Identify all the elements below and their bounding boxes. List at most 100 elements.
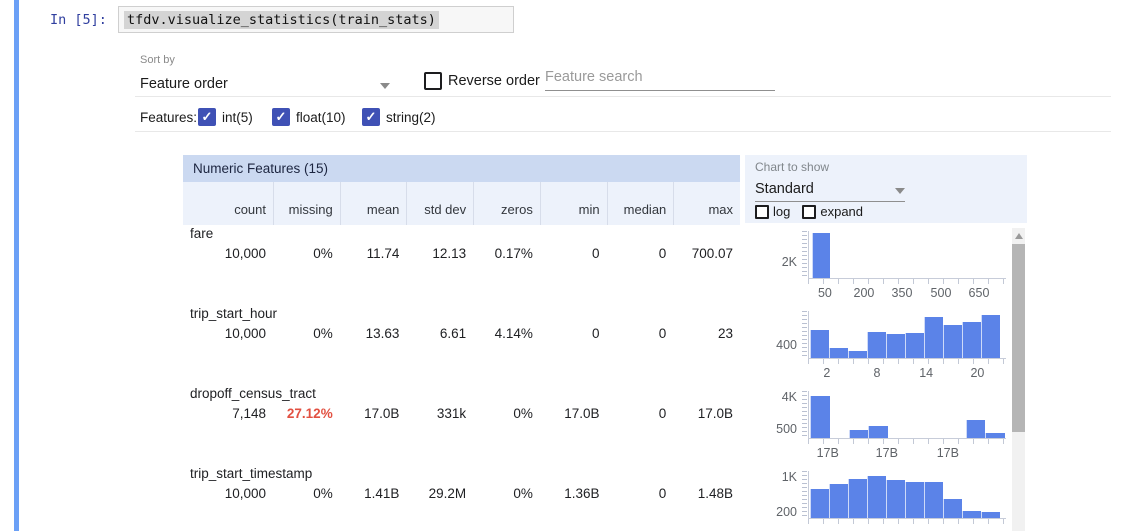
- chart-type-select[interactable]: Standard: [755, 175, 905, 202]
- histogram-fare: 2K 50 200 350 500 650: [745, 227, 1027, 307]
- scrollbar-thumb[interactable]: [1012, 244, 1025, 432]
- feature-row-trip_start_hour: trip_start_hour 10,000 0% 13.63 6.61 4.14% 0 0 2…: [183, 306, 740, 386]
- histogram-bar: [943, 325, 963, 358]
- histogram-bar: [886, 334, 906, 358]
- column-header-max: max: [673, 182, 740, 225]
- x-axis-label: 17B: [875, 446, 898, 460]
- y-axis-ticks: [802, 471, 807, 518]
- x-axis-ticks: [808, 359, 1005, 364]
- stat-median: 0: [658, 326, 667, 341]
- log-checkbox[interactable]: [755, 204, 769, 219]
- x-axis-label: 200: [853, 286, 875, 300]
- feature-search-input[interactable]: [545, 69, 775, 91]
- stat-count: 10,000: [224, 486, 266, 501]
- column-header-std-dev: std dev: [406, 182, 473, 225]
- histogram-bar: [828, 348, 848, 358]
- checkbox-checked-icon: ✓: [362, 108, 380, 126]
- histogram-bar: [905, 333, 925, 358]
- sort-by-select[interactable]: Feature order: [140, 68, 390, 97]
- expand-checkbox[interactable]: [802, 204, 817, 219]
- chevron-down-icon: [895, 188, 905, 194]
- y-axis-label: 500: [776, 422, 797, 437]
- x-axis-label: 17B: [816, 446, 839, 460]
- feature-name: dropoff_census_tract: [190, 386, 316, 401]
- histogram-plot: [808, 311, 1006, 359]
- y-axis-label: 4K: [781, 390, 797, 405]
- scroll-up-icon[interactable]: [1014, 233, 1023, 239]
- histogram-bar: [886, 479, 906, 518]
- stat-mean: 1.41B: [364, 486, 400, 501]
- feature-type-checkbox-float[interactable]: ✓ float(10): [272, 108, 346, 126]
- histogram-plot: [808, 391, 1006, 439]
- histogram-bar: [962, 510, 982, 518]
- stat-min: 0: [592, 246, 600, 261]
- histogram-bar: [809, 488, 829, 518]
- y-axis-label: 2K: [781, 255, 797, 270]
- column-header-min: min: [539, 182, 607, 225]
- y-axis-ticks: [802, 391, 807, 438]
- histogram-trip_start_hour: 400 2 8 14 20: [745, 307, 1027, 387]
- stat-std-dev: 29.2M: [428, 486, 467, 501]
- stat-missing: 0%: [313, 486, 333, 501]
- chart-to-show-panel: Chart to show Standard log expand: [745, 155, 1027, 223]
- feature-type-checkbox-string[interactable]: ✓ string(2): [362, 108, 436, 126]
- stat-zeros: 4.14%: [494, 326, 533, 341]
- selected-cell-indicator-bar: [14, 0, 19, 531]
- stat-min: 17.0B: [564, 406, 600, 421]
- sort-by-label: Sort by: [140, 54, 175, 66]
- chart-type-value: Standard: [755, 181, 814, 197]
- stat-mean: 13.63: [365, 326, 400, 341]
- chevron-down-icon: [380, 83, 390, 89]
- code-input[interactable]: tfdv.visualize_statistics(train_stats): [118, 6, 514, 33]
- x-axis-label: 500: [930, 286, 952, 300]
- feature-name: trip_start_hour: [190, 306, 278, 321]
- stat-count: 10,000: [224, 246, 266, 261]
- feature-row-trip_start_timestamp: trip_start_timestamp 10,000 0% 1.41B 29.2M 0%…: [183, 466, 740, 531]
- stat-count: 7,148: [232, 406, 266, 421]
- cell-prompt: In [5]:: [50, 12, 107, 28]
- numeric-features-title: Numeric Features (15): [183, 155, 740, 182]
- reverse-order-label: Reverse order: [448, 73, 540, 89]
- column-header-zeros: zeros: [473, 182, 540, 225]
- stat-missing: 0%: [313, 246, 333, 261]
- feature-stats: 10,000 0% 11.74 12.13 0.17% 0 0 700.07: [183, 246, 740, 261]
- column-header-missing: missing: [273, 182, 340, 225]
- histogram-plot: [808, 471, 1006, 519]
- code-text: tfdv.visualize_statistics(train_stats): [124, 10, 439, 29]
- feature-type-label: int(5): [222, 109, 253, 125]
- feature-name: fare: [190, 226, 214, 241]
- stat-mean: 17.0B: [364, 406, 400, 421]
- stat-median: 0: [658, 486, 667, 501]
- x-axis-label: 650: [968, 286, 990, 300]
- expand-label: expand: [820, 204, 864, 219]
- stat-max: 17.0B: [697, 406, 733, 421]
- checkbox-checked-icon: ✓: [272, 108, 290, 126]
- histogram-bar: [966, 420, 985, 438]
- separator: [135, 96, 1111, 97]
- feature-type-checkbox-int[interactable]: ✓ int(5): [198, 108, 253, 126]
- charts-scrollbar[interactable]: [1012, 228, 1025, 531]
- reverse-order-checkbox[interactable]: [424, 72, 442, 90]
- x-axis-label: 20: [970, 366, 985, 380]
- feature-stats: 10,000 0% 1.41B 29.2M 0% 1.36B 0 1.48B: [183, 486, 740, 501]
- stat-max: 1.48B: [697, 486, 733, 501]
- stat-missing: 0%: [313, 326, 333, 341]
- histogram-bar: [867, 476, 887, 518]
- histogram-bar: [981, 511, 1001, 518]
- histogram-bar: [981, 315, 1001, 358]
- log-label: log: [773, 204, 791, 219]
- x-axis-label: 350: [891, 286, 913, 300]
- x-axis-ticks: [808, 439, 1005, 444]
- stat-max: 700.07: [691, 246, 733, 261]
- x-axis-label: 2: [823, 366, 831, 380]
- histogram-bar: [809, 396, 830, 438]
- stat-median: 0: [658, 406, 667, 421]
- stat-median: 0: [658, 246, 667, 261]
- histogram-bar: [943, 499, 963, 518]
- sort-by-value: Feature order: [140, 76, 228, 92]
- histogram-bar: [905, 481, 925, 518]
- x-axis-ticks: [808, 279, 1005, 284]
- stat-zeros: 0%: [513, 406, 533, 421]
- separator: [135, 131, 1111, 132]
- histogram-bar: [868, 426, 888, 438]
